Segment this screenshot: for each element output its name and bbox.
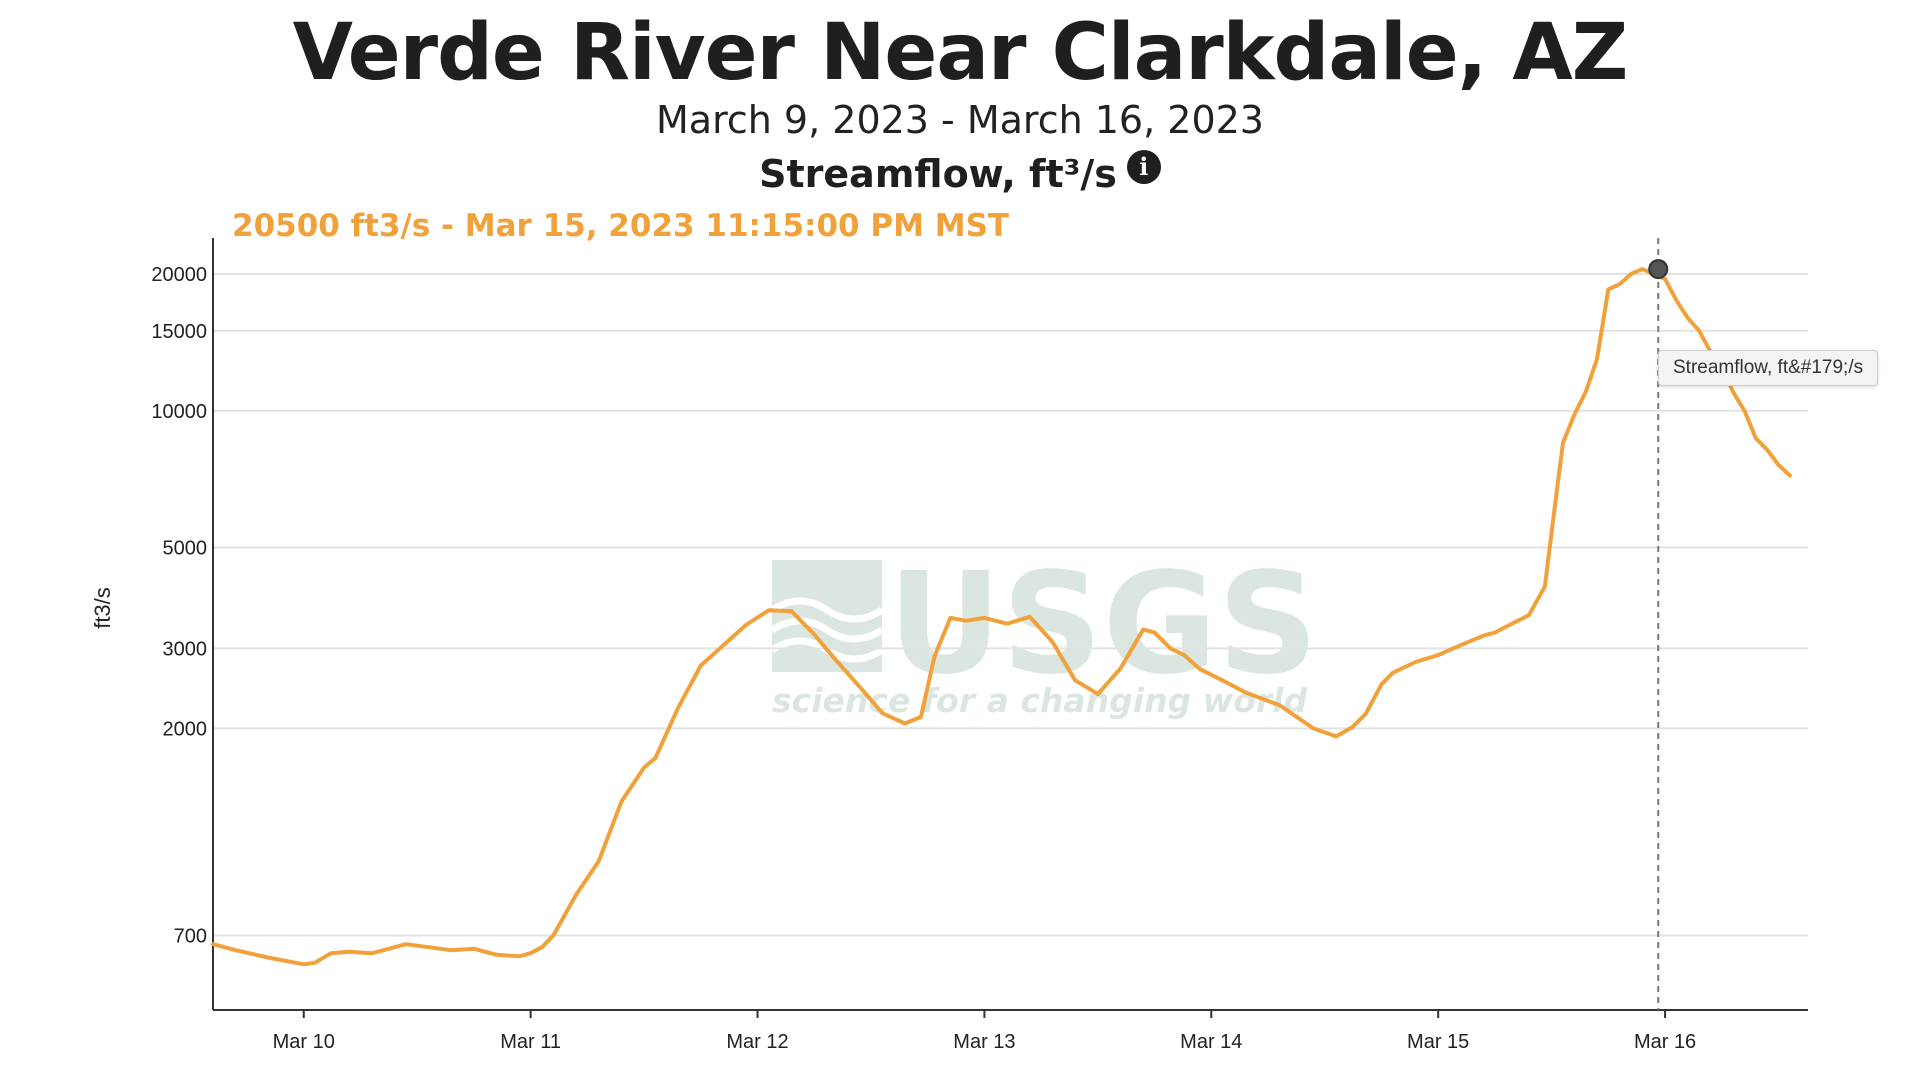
- x-tick-label: Mar 14: [1180, 1031, 1242, 1053]
- chart-title: Verde River Near Clarkdale, AZ: [292, 8, 1629, 98]
- x-tick-label: Mar 12: [726, 1031, 788, 1053]
- y-axis-label: ft3/s: [90, 587, 115, 629]
- y-tick-label: 15000: [151, 321, 207, 343]
- y-tick-label: 10000: [151, 401, 207, 423]
- info-icon[interactable]: i: [1126, 150, 1161, 184]
- x-tick-label: Mar 15: [1407, 1031, 1469, 1053]
- chart-subtitle: March 9, 2023 - March 16, 2023: [656, 98, 1264, 142]
- x-tick-label: Mar 10: [273, 1031, 335, 1053]
- grid-lines: [213, 272, 1808, 937]
- x-tick-label: Mar 11: [500, 1031, 561, 1053]
- x-tick-label: Mar 16: [1634, 1031, 1696, 1053]
- streamflow-series-line: [211, 267, 1792, 967]
- y-tick-label: 5000: [163, 538, 208, 560]
- parameter-heading: Streamflow, ft³/s i: [0, 150, 1920, 196]
- usgs-logo-waves-icon: [770, 560, 884, 672]
- usgs-watermark-tagline: science for a changing world: [772, 681, 1307, 720]
- y-axis-ticks: 700 2000 3000 5000 10000 15000 20000: [151, 264, 207, 948]
- x-tick-label: Mar 13: [953, 1031, 1015, 1053]
- y-tick-label: 20000: [151, 264, 207, 286]
- y-tick-label: 700: [174, 926, 207, 948]
- hover-readout: 20500 ft3/s - Mar 15, 2023 11:15:00 PM M…: [232, 208, 1010, 244]
- usgs-watermark-name: USGS: [888, 543, 1318, 706]
- y-tick-label: 2000: [163, 718, 208, 740]
- series-tooltip: Streamflow, ft&#179;/s: [1658, 350, 1879, 386]
- parameter-label: Streamflow, ft³/s: [759, 152, 1117, 196]
- x-axis-ticks: Mar 10 Mar 11 Mar 12 Mar 13 Mar 14 Mar 15 Mar …: [273, 1010, 1696, 1053]
- hover-point-marker[interactable]: [1648, 259, 1669, 280]
- y-tick-label: 3000: [163, 638, 208, 660]
